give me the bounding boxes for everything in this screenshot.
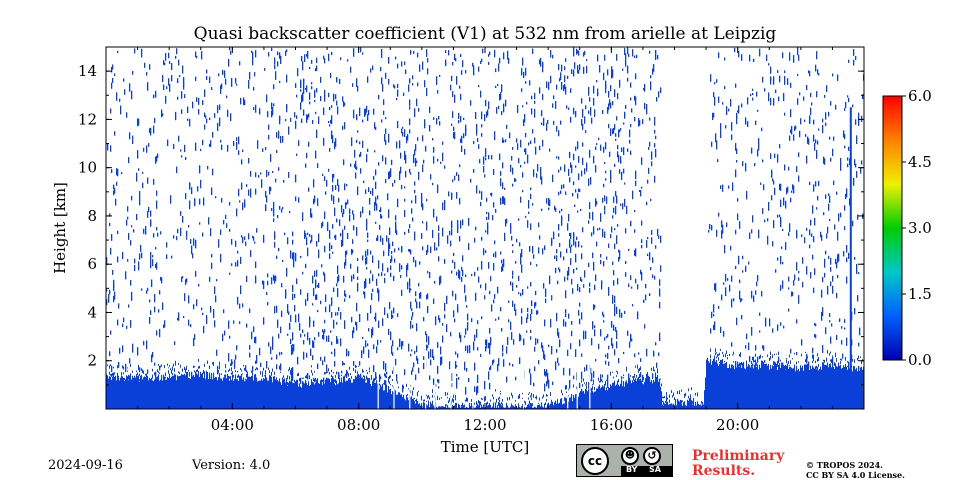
preliminary-line-2: Results. bbox=[692, 463, 756, 479]
copyright-line-2: CC BY SA 4.0 License. bbox=[806, 470, 905, 480]
copyright-notice: © TROPOS 2024. CC BY SA 4.0 License. bbox=[806, 460, 905, 480]
y-tick-label: 4 bbox=[87, 303, 97, 321]
x-tick-label: 20:00 bbox=[716, 416, 759, 434]
colorbar-tick-label: 6.0 bbox=[908, 87, 932, 105]
boundary-layer-signal bbox=[106, 348, 864, 409]
sparse-noise-signal bbox=[106, 47, 864, 398]
colorbar-ticks: 0.0 1.5 3.0 4.5 6.0 bbox=[902, 87, 932, 369]
x-axis-label: Time [UTC] bbox=[440, 438, 530, 456]
x-tick-label: 12:00 bbox=[463, 416, 506, 434]
y-tick-label: 12 bbox=[78, 110, 97, 128]
y-axis-label: Height [km] bbox=[51, 182, 69, 274]
colorbar-tick-label: 1.5 bbox=[908, 285, 932, 303]
creative-commons-icon: cc bbox=[581, 447, 609, 475]
x-tick-label: 04:00 bbox=[211, 416, 254, 434]
attribution-person-icon: ☻ bbox=[621, 447, 639, 465]
x-tick-label: 08:00 bbox=[337, 416, 380, 434]
badge-strip: BY SA bbox=[621, 465, 672, 476]
y-tick-label: 10 bbox=[78, 159, 97, 177]
preliminary-notice: Preliminary Results. bbox=[692, 449, 784, 479]
preliminary-line-1: Preliminary bbox=[692, 448, 785, 464]
footer-date: 2024-09-16 bbox=[48, 458, 123, 473]
colorbar-tick-label: 0.0 bbox=[908, 351, 932, 369]
cc-by-sa-license-badge: cc ☻ ↺ BY SA bbox=[576, 444, 673, 477]
colorbar-tick-label: 4.5 bbox=[908, 153, 932, 171]
copyright-line-1: © TROPOS 2024. bbox=[806, 460, 883, 470]
y-tick-label: 14 bbox=[78, 62, 97, 80]
badge-sa-text: SA bbox=[649, 465, 661, 474]
badge-by-text: BY bbox=[626, 465, 638, 474]
colorbar bbox=[882, 95, 903, 361]
y-tick-label: 8 bbox=[87, 207, 97, 225]
footer-version: Version: 4.0 bbox=[192, 458, 271, 473]
axes: 04:00 08:00 12:00 16:00 20:00 2 4 6 8 10 12 14 bbox=[78, 47, 864, 434]
cc-badge-text: cc bbox=[587, 454, 603, 468]
x-tick-label: 16:00 bbox=[590, 416, 633, 434]
backscatter-signal-layer bbox=[106, 47, 864, 409]
colorbar-tick-label: 3.0 bbox=[908, 219, 932, 237]
y-tick-label: 2 bbox=[87, 352, 97, 370]
share-alike-icon: ↺ bbox=[643, 447, 661, 465]
spike-signal bbox=[849, 107, 852, 409]
y-tick-label: 6 bbox=[87, 255, 97, 273]
dropout-gaps bbox=[377, 355, 591, 409]
chart-title: Quasi backscatter coefficient (V1) at 53… bbox=[193, 24, 777, 44]
